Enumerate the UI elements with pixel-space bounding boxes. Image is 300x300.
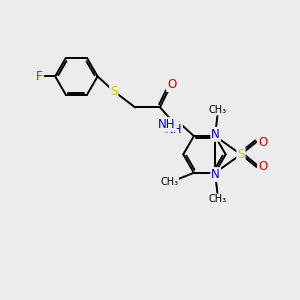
Text: CH₃: CH₃ <box>208 105 226 115</box>
Text: NH: NH <box>158 118 176 131</box>
Text: N: N <box>211 128 220 141</box>
Text: S: S <box>110 85 118 98</box>
Text: CH₃: CH₃ <box>160 177 178 187</box>
Text: NH: NH <box>164 123 182 136</box>
Text: F: F <box>36 70 43 83</box>
Text: O: O <box>258 160 267 173</box>
Text: O: O <box>258 136 267 148</box>
Text: CH₃: CH₃ <box>208 194 226 204</box>
Text: O: O <box>167 78 176 91</box>
Text: N: N <box>211 168 220 181</box>
Text: S: S <box>237 148 245 161</box>
